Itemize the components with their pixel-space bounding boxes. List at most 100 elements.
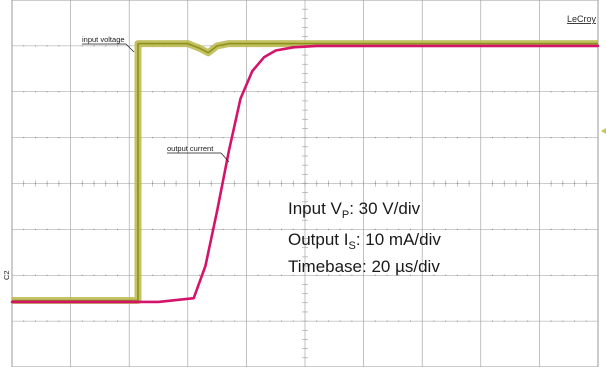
grid-minor-dot [433,137,435,139]
grid-minor-dot [34,228,36,230]
grid-minor-dot [409,274,411,276]
grid-minor-dot [116,274,118,276]
grid-minor-dot [386,137,388,139]
grid-minor-dot [585,137,587,139]
grid-minor-dot [93,45,95,47]
grid-minor-dot [163,274,165,276]
input-voltage-label: input voltage [82,35,125,44]
grid-minor-dot [562,228,564,230]
grid-minor-dot [339,274,341,276]
trace-layer [10,40,600,304]
grid-minor-dot [550,228,552,230]
grid-minor-dot [116,91,118,93]
grid-minor-dot [574,137,576,139]
grid-minor-dot [34,137,36,139]
grid-minor-dot [386,274,388,276]
grid-minor-dot [105,137,107,139]
grid-minor-dot [468,274,470,276]
grid-minor-dot [433,91,435,93]
grid-minor-dot [152,137,154,139]
grid-minor-dot [503,228,505,230]
grid-minor-dot [58,137,60,139]
grid-minor-dot [34,91,36,93]
grid-minor-dot [445,274,447,276]
grid-minor-dot [316,137,318,139]
grid-minor-dot [257,320,259,322]
grid-minor-dot [327,91,329,93]
grid-minor-dot [269,320,271,322]
grid-minor-dot [222,320,224,322]
grid-minor-dot [351,228,353,230]
grid-minor-dot [327,274,329,276]
grid-minor-dot [152,320,154,322]
grid-minor-dot [34,320,36,322]
scope-grid [11,0,599,367]
grid-minor-dot [46,137,48,139]
grid-minor-dot [152,228,154,230]
grid-minor-dot [515,137,517,139]
grid-minor-dot [515,274,517,276]
grid-minor-dot [269,137,271,139]
grid-minor-dot [445,91,447,93]
grid-minor-dot [152,274,154,276]
grid-minor-dot [468,320,470,322]
grid-minor-dot [163,320,165,322]
grid-minor-dot [398,137,400,139]
grid-minor-dot [339,137,341,139]
grid-minor-dot [93,320,95,322]
grid-minor-dot [492,228,494,230]
grid-minor-dot [374,274,376,276]
grid-minor-dot [23,274,25,276]
grid-minor-dot [281,320,283,322]
grid-minor-dot [456,91,458,93]
grid-minor-dot [175,228,177,230]
grid-minor-dot [386,228,388,230]
output-label-leader [220,152,230,163]
grid-minor-dot [281,137,283,139]
grid-minor-dot [81,228,83,230]
grid-minor-dot [81,137,83,139]
grid-minor-dot [210,91,212,93]
grid-minor-dot [257,274,259,276]
grid-minor-dot [574,91,576,93]
grid-minor-dot [433,320,435,322]
grid-minor-dot [374,137,376,139]
grid-minor-dot [433,228,435,230]
grid-minor-dot [269,274,271,276]
grid-minor-dot [210,274,212,276]
grid-minor-dot [93,91,95,93]
grid-minor-dot [468,228,470,230]
grid-minor-dot [234,91,236,93]
grid-minor-dot [93,137,95,139]
input-label-leader [125,43,135,53]
grid-minor-dot [374,228,376,230]
grid-minor-dot [199,320,201,322]
grid-minor-dot [140,320,142,322]
channel-marker: C2 [2,270,11,280]
grid-minor-dot [210,137,212,139]
grid-minor-dot [456,228,458,230]
grid-minor-dot [574,274,576,276]
grid-minor-dot [409,228,411,230]
grid-minor-dot [175,320,177,322]
grid-minor-dot [234,137,236,139]
grid-minor-dot [281,228,283,230]
grid-minor-dot [46,91,48,93]
grid-minor-dot [409,91,411,93]
grid-minor-dot [398,274,400,276]
grid-minor-dot [210,45,212,47]
grid-minor-dot [292,320,294,322]
grid-minor-dot [163,137,165,139]
grid-minor-dot [292,274,294,276]
grid-minor-dot [515,228,517,230]
grid-minor-dot [46,320,48,322]
grid-minor-dot [562,91,564,93]
grid-minor-dot [163,228,165,230]
grid-minor-dot [292,91,294,93]
grid-minor-dot [23,45,25,47]
grid-minor-dot [105,228,107,230]
grid-minor-dot [105,274,107,276]
grid-minor-dot [210,228,212,230]
grid-minor-dot [222,137,224,139]
grid-minor-dot [574,320,576,322]
